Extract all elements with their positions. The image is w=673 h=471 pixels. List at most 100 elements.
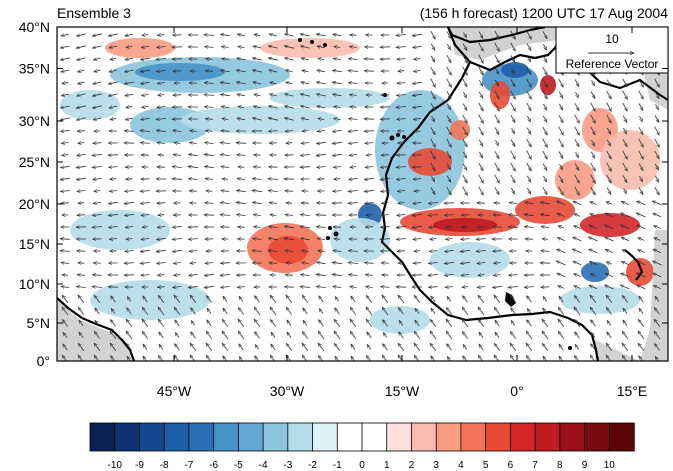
wind-vector — [143, 296, 148, 303]
wind-vector — [639, 296, 644, 303]
wind-vector — [220, 34, 230, 35]
wind-vector — [142, 331, 149, 339]
wind-vector — [124, 202, 134, 203]
wind-vector — [175, 344, 180, 351]
wind-vector — [108, 226, 118, 227]
wind-vector — [605, 248, 613, 254]
anomaly-blob — [540, 75, 556, 95]
wind-vector — [301, 238, 310, 239]
anomaly-blob — [560, 286, 640, 314]
wind-vector — [621, 236, 630, 242]
wind-vector — [527, 296, 532, 303]
wind-vector — [590, 162, 596, 171]
wind-vector — [204, 83, 214, 84]
wind-vector — [396, 239, 406, 240]
colorbar-swatch — [312, 422, 338, 452]
wind-vector — [414, 355, 420, 361]
wind-vector — [399, 320, 404, 326]
map-frame — [56, 26, 669, 362]
wind-vector — [462, 126, 468, 136]
wind-vector — [173, 286, 182, 287]
wind-vector — [637, 200, 646, 206]
wind-vector — [252, 70, 262, 73]
anomaly-blob — [433, 218, 497, 232]
wind-vector — [572, 248, 582, 254]
wind-vector — [557, 212, 566, 218]
wind-vector — [92, 287, 103, 288]
wind-vector — [558, 151, 564, 159]
wind-vector — [366, 356, 371, 361]
wind-vector — [559, 164, 563, 169]
wind-vector — [622, 295, 629, 303]
colorbar-label: -1 — [333, 460, 342, 471]
wind-vector — [222, 343, 229, 352]
wind-vector — [558, 285, 565, 289]
wind-vector — [76, 166, 86, 167]
wind-vector — [76, 118, 86, 120]
wind-vector — [60, 251, 70, 252]
wind-vector — [380, 178, 390, 179]
wind-vector — [382, 307, 389, 316]
wind-vector — [125, 251, 134, 252]
wind-vector — [542, 90, 548, 99]
wind-vector — [284, 118, 294, 121]
wind-vector — [430, 319, 437, 327]
wind-vector — [621, 272, 630, 278]
wind-vector — [557, 272, 566, 278]
wind-vector — [606, 308, 612, 315]
wind-vector — [78, 82, 85, 84]
wind-vector — [126, 344, 132, 351]
wind-vector — [622, 331, 629, 339]
wind-vector — [383, 344, 388, 351]
wind-vector — [332, 154, 342, 155]
wind-vector — [78, 295, 85, 304]
wind-vector — [542, 66, 548, 75]
wind-vector — [94, 191, 101, 192]
lat-label: 40°N — [19, 19, 50, 35]
wind-vector — [542, 78, 548, 88]
wind-vector — [92, 33, 102, 36]
wind-vector — [285, 70, 293, 72]
wind-vector — [125, 191, 134, 192]
wind-vector — [286, 263, 293, 264]
wind-vector — [494, 127, 500, 135]
wind-vector — [575, 92, 579, 97]
wind-vector — [126, 319, 133, 328]
wind-vector — [622, 162, 628, 171]
wind-vector — [238, 106, 245, 107]
wind-vector — [236, 202, 246, 203]
anomaly-blob — [626, 258, 654, 286]
map-panel: 10 Reference Vector — [56, 26, 669, 362]
wind-vector — [175, 320, 180, 327]
wind-vector — [348, 263, 358, 264]
wind-vector — [478, 307, 485, 316]
wind-vector — [638, 237, 645, 241]
wind-vector — [316, 142, 326, 143]
anomaly-blob — [580, 213, 640, 237]
colorbar-swatch — [435, 422, 462, 452]
colorbar-swatch — [608, 422, 635, 452]
wind-vector — [574, 79, 580, 87]
lat-label: 10°N — [19, 276, 50, 292]
wind-vector — [542, 138, 548, 148]
wind-vector — [61, 70, 70, 72]
wind-vector — [606, 174, 612, 183]
wind-vector — [573, 236, 582, 242]
wind-vector — [60, 131, 70, 132]
wind-vector — [495, 140, 499, 145]
wind-vector — [302, 295, 309, 304]
wind-vector — [269, 106, 278, 108]
wind-vector — [575, 344, 580, 350]
wind-vector — [366, 155, 373, 156]
wind-vector — [527, 309, 532, 314]
wind-vector — [430, 150, 436, 160]
wind-vector — [623, 308, 628, 315]
wind-vector — [174, 355, 179, 361]
wind-vector — [653, 285, 661, 289]
wind-vector — [332, 82, 342, 84]
wind-vector — [317, 239, 325, 240]
wind-vector — [237, 118, 246, 120]
wind-vector — [204, 107, 214, 108]
wind-vector — [638, 331, 645, 340]
wind-vector — [76, 34, 86, 36]
